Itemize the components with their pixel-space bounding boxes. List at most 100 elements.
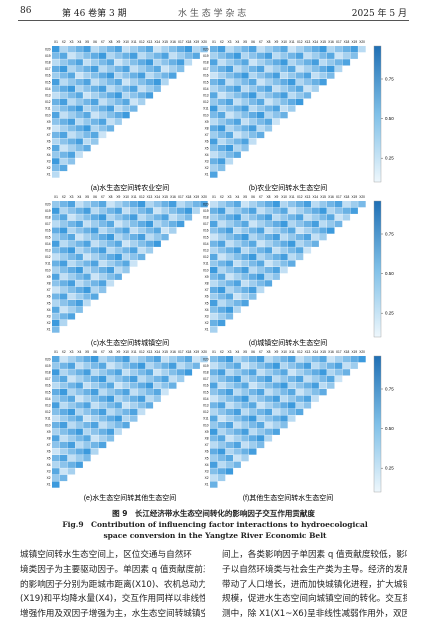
heatmap-cell <box>225 395 234 402</box>
x-factor-label: X7 <box>101 40 105 44</box>
heatmap-cell <box>91 382 99 389</box>
heatmap-cell <box>303 85 312 92</box>
heatmap-cell <box>106 389 115 396</box>
heatmap-cell <box>106 52 115 59</box>
heatmap-cell <box>264 415 273 422</box>
heatmap-cell <box>52 253 60 261</box>
heatmap-cell <box>106 247 115 254</box>
heatmap-cell <box>233 145 241 152</box>
heatmap-cell <box>217 59 226 66</box>
colorbar-tick-label: 0.75 <box>385 77 394 82</box>
heatmap-cell <box>249 105 257 112</box>
heatmap-cell <box>67 273 76 280</box>
heatmap-cell <box>241 138 249 145</box>
heatmap-cell <box>83 98 91 106</box>
heatmap-cell <box>122 92 130 99</box>
y-factor-label: X11 <box>45 417 51 421</box>
heatmap-cell <box>327 207 335 214</box>
heatmap-cell <box>59 92 68 99</box>
heatmap-cell <box>59 98 68 106</box>
heatmap-cell <box>98 131 107 139</box>
heatmap-cell <box>98 382 107 389</box>
heatmap-cell <box>233 85 241 92</box>
heatmap-cell <box>256 52 265 59</box>
x-factor-label: X2 <box>62 40 66 44</box>
volume: 第 46 卷第 3 期 <box>62 9 127 19</box>
heatmap-cell <box>280 65 288 73</box>
heatmap-cell <box>106 79 115 86</box>
heatmap-cell <box>114 118 122 125</box>
heatmap-cell <box>311 72 319 79</box>
heatmap-cell <box>130 52 138 59</box>
heatmap-cell <box>75 151 83 158</box>
heatmap-cell <box>210 125 218 132</box>
x-factor-label: X8 <box>109 350 113 354</box>
heatmap-cell <box>67 435 76 442</box>
heatmap-cell <box>137 72 146 79</box>
heatmap-cell <box>59 79 68 86</box>
heatmap-cell <box>327 72 335 79</box>
heatmap-cell <box>342 214 351 221</box>
heatmap-cell <box>98 415 107 422</box>
heatmap-cell <box>67 448 76 455</box>
heatmap-cell <box>169 72 177 79</box>
heatmap-cell <box>98 408 107 416</box>
heatmap-cell <box>83 112 91 119</box>
heatmap-cell <box>91 234 99 241</box>
heatmap-cell <box>75 306 83 313</box>
y-factor-label: X1 <box>205 328 209 332</box>
heatmap-cell <box>75 455 83 462</box>
heatmap-cell <box>233 300 241 307</box>
heatmap-cell <box>83 227 91 234</box>
heatmap-cell <box>67 65 76 73</box>
heatmap-cell <box>52 260 60 267</box>
y-factor-label: X17 <box>203 222 209 226</box>
heatmap-cell <box>83 389 91 396</box>
heatmap-cell <box>122 402 130 409</box>
x-factor-label: X13 <box>147 40 153 44</box>
heatmap-cell <box>67 79 76 86</box>
heatmap-cell <box>98 207 107 214</box>
heatmap-cell <box>327 46 335 53</box>
x-factor-label: X17 <box>178 350 184 354</box>
heatmap-cell <box>233 267 241 274</box>
heatmap-cell <box>59 415 68 422</box>
heatmap-cell <box>75 240 83 247</box>
heatmap-cell <box>106 382 115 389</box>
heatmap-cell <box>83 253 91 261</box>
heatmap-cell <box>210 441 218 449</box>
heatmap-cell <box>319 356 327 363</box>
heatmap-cell <box>52 389 60 396</box>
heatmap-cell <box>233 247 241 254</box>
x-factor-label: X3 <box>228 40 232 44</box>
x-factor-label: X1 <box>54 40 58 44</box>
heatmap-cell <box>217 267 226 274</box>
y-factor-label: X16 <box>45 229 51 233</box>
heatmap-cell <box>225 280 234 287</box>
heatmap-cell <box>233 382 241 389</box>
panel-caption: (c)水生态空间转城镇空间 <box>91 338 169 347</box>
heatmap-cell <box>233 253 241 261</box>
heatmap-cell <box>241 105 249 112</box>
heatmap-cell <box>241 422 249 429</box>
heatmap-cell <box>114 52 122 59</box>
header-rule <box>18 20 409 21</box>
heatmap-cell <box>210 145 218 152</box>
x-factor-label: X11 <box>289 40 295 44</box>
heatmap-cell <box>83 207 91 214</box>
y-factor-label: X19 <box>45 209 51 213</box>
heatmap-cell <box>288 105 296 112</box>
heatmap-cell <box>67 240 76 247</box>
heatmap-cell <box>288 52 296 59</box>
heatmap-cell <box>233 428 241 435</box>
heatmap-cell <box>83 125 91 132</box>
x-factor-label: X9 <box>274 195 278 199</box>
heatmap-cell <box>249 201 257 208</box>
heatmap-cell <box>210 92 218 99</box>
heatmap-cell <box>256 125 265 132</box>
heatmap-cell <box>67 46 76 53</box>
heatmap-cell <box>288 207 296 214</box>
heatmap-cell <box>249 356 257 363</box>
heatmap-cell <box>241 79 249 86</box>
heatmap-cell <box>67 306 76 313</box>
